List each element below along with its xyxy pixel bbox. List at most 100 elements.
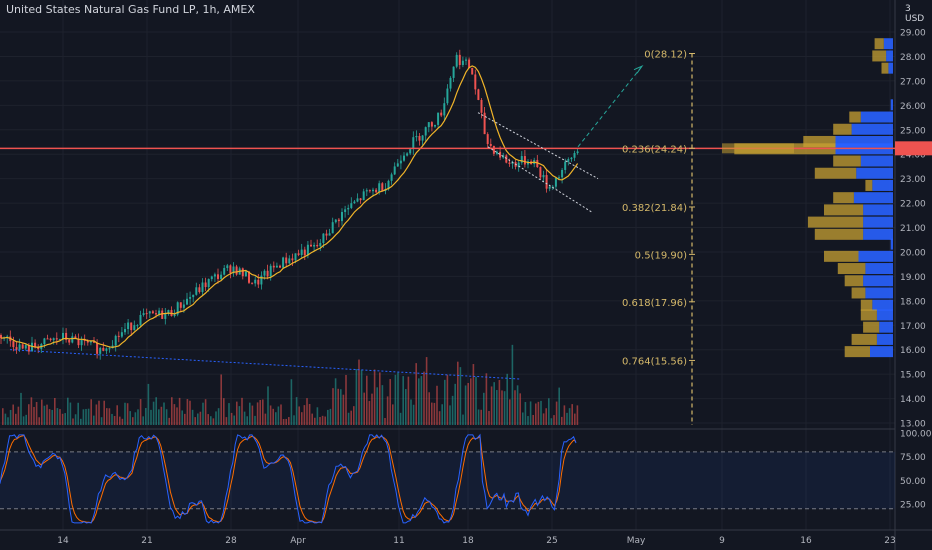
volume-bar bbox=[134, 412, 137, 425]
channel-upper-line[interactable] bbox=[477, 112, 599, 180]
volume-bar bbox=[444, 379, 446, 425]
price-tick-label: 21.00 bbox=[900, 224, 926, 234]
volume-bar bbox=[295, 397, 298, 425]
volume-bar bbox=[568, 408, 571, 425]
candle-body bbox=[316, 244, 319, 247]
volume-profile-down-bar bbox=[860, 309, 877, 321]
volume-profile-down-bar bbox=[849, 111, 861, 123]
volume-bar bbox=[236, 401, 238, 425]
volume-profile-down-bar bbox=[824, 250, 859, 262]
candle-body bbox=[480, 99, 483, 113]
volume-bar bbox=[95, 404, 98, 425]
candle-body bbox=[96, 342, 99, 354]
volume-bar bbox=[171, 397, 173, 425]
volume-bar bbox=[30, 397, 33, 425]
price-tick-label: 26.00 bbox=[900, 102, 926, 112]
volume-bar bbox=[428, 392, 430, 425]
volume-bar bbox=[48, 409, 51, 425]
volume-profile-up-bar bbox=[853, 192, 893, 204]
time-tick-label: 23 bbox=[884, 536, 895, 546]
projection-arrow-line[interactable] bbox=[577, 65, 643, 148]
volume-bar bbox=[223, 398, 225, 425]
candle-body bbox=[164, 312, 167, 319]
stoch-band-fill bbox=[0, 451, 895, 509]
volume-profile-up-bar bbox=[860, 111, 893, 123]
volume-bar bbox=[412, 404, 415, 425]
volume-bar bbox=[178, 397, 181, 425]
candle-body bbox=[145, 313, 148, 315]
volume-bar bbox=[550, 418, 553, 425]
volume-profile-up-bar bbox=[879, 321, 893, 333]
candle-body bbox=[186, 298, 188, 305]
volume-bar bbox=[350, 410, 352, 425]
candle-body bbox=[368, 190, 371, 192]
volume-bar bbox=[379, 372, 381, 425]
volume-bar bbox=[67, 397, 69, 425]
candle-body bbox=[437, 112, 440, 125]
candle-body bbox=[548, 186, 551, 189]
volume-bar bbox=[402, 376, 404, 425]
volume-bar bbox=[82, 409, 85, 425]
candle-body bbox=[489, 143, 492, 146]
volume-bar bbox=[488, 410, 490, 425]
volume-bar bbox=[485, 373, 488, 425]
volume-profile-up-bar bbox=[865, 263, 893, 275]
currency-code: USD bbox=[905, 14, 925, 24]
candle-body bbox=[229, 265, 232, 274]
candle-body bbox=[102, 347, 105, 351]
candle-body bbox=[306, 244, 309, 256]
candle-body bbox=[288, 258, 291, 264]
volume-bar bbox=[72, 418, 74, 425]
candle-body bbox=[486, 134, 489, 144]
candle-body bbox=[198, 287, 201, 293]
candle-body bbox=[403, 155, 405, 161]
volume-bar bbox=[454, 383, 456, 425]
candle-body bbox=[99, 347, 102, 354]
candle-body bbox=[458, 54, 461, 65]
volume-profile-down-bar bbox=[851, 287, 866, 299]
projection-arrow-head bbox=[633, 65, 644, 74]
candle-body bbox=[195, 287, 198, 295]
volume-bar bbox=[293, 415, 295, 425]
candle-body bbox=[341, 212, 343, 222]
volume-bar bbox=[407, 376, 410, 425]
candle-body bbox=[396, 163, 399, 167]
candle-body bbox=[223, 268, 226, 275]
volume-bar bbox=[532, 414, 534, 425]
volume-bar bbox=[514, 390, 516, 425]
trend-line-dotted[interactable] bbox=[9, 349, 521, 380]
volume-bar bbox=[301, 412, 303, 425]
fib-highlight-box bbox=[722, 143, 794, 154]
candle-body bbox=[542, 175, 545, 178]
candle-body bbox=[387, 180, 390, 190]
volume-bar bbox=[389, 379, 391, 425]
volume-bar bbox=[20, 392, 22, 425]
volume-profile-down-bar bbox=[881, 62, 889, 74]
volume-bar bbox=[366, 375, 368, 425]
price-tick-label: 24.00 bbox=[900, 151, 926, 161]
candle-body bbox=[378, 183, 381, 193]
volume-bar bbox=[160, 406, 163, 425]
candle-body bbox=[114, 335, 117, 346]
volume-bar bbox=[282, 418, 285, 425]
candle-body bbox=[483, 112, 486, 135]
candle-body bbox=[167, 310, 170, 313]
price-tick-label: 29.00 bbox=[900, 29, 926, 39]
candle-body bbox=[272, 265, 275, 268]
volume-bar bbox=[457, 361, 459, 425]
volume-bar bbox=[251, 405, 254, 425]
channel-lower-line[interactable] bbox=[487, 146, 594, 214]
volume-bar bbox=[392, 404, 394, 425]
volume-bar bbox=[347, 412, 350, 425]
candle-body bbox=[241, 268, 244, 277]
volume-bar bbox=[181, 410, 183, 425]
candle-body bbox=[105, 348, 108, 351]
volume-bar bbox=[158, 409, 160, 425]
volume-bar bbox=[87, 408, 90, 425]
time-tick-label: May bbox=[627, 536, 646, 546]
candle-body bbox=[328, 233, 331, 236]
volume-bar bbox=[441, 404, 443, 425]
candle-body bbox=[523, 156, 526, 165]
volume-bar bbox=[108, 408, 111, 425]
